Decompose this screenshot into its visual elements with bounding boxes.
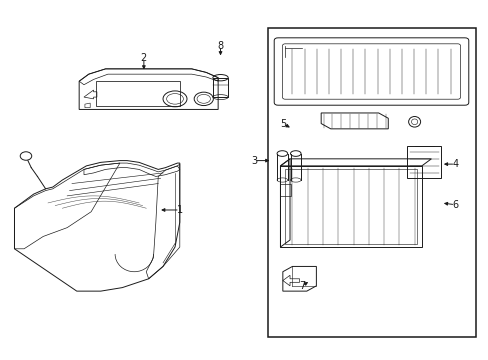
- Bar: [407, 147, 440, 178]
- Bar: [96, 81, 180, 106]
- Text: 7: 7: [298, 281, 305, 291]
- Text: 2: 2: [141, 53, 147, 63]
- Text: 4: 4: [451, 159, 457, 169]
- Bar: [267, 28, 475, 337]
- Bar: [285, 170, 416, 243]
- Text: 5: 5: [279, 118, 285, 129]
- Text: 3: 3: [250, 156, 257, 166]
- Bar: [212, 78, 228, 97]
- Text: 8: 8: [217, 41, 223, 51]
- Text: 1: 1: [176, 205, 183, 215]
- Text: 6: 6: [451, 200, 457, 210]
